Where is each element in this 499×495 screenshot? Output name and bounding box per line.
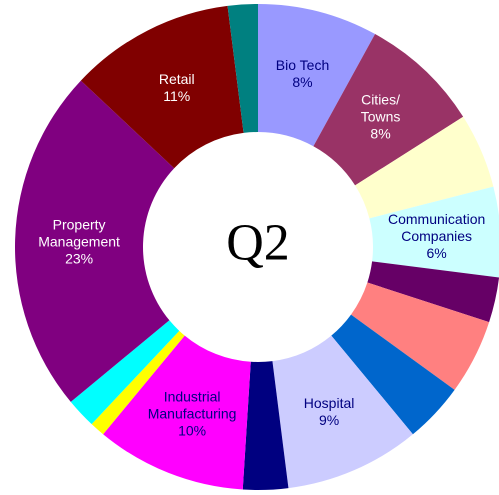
value-label: 10% (178, 422, 206, 438)
slice-label: Retail 11% (159, 71, 195, 104)
label-line: Cities/ (361, 92, 400, 108)
label-line: Manufacturing (148, 405, 237, 421)
slice (351, 282, 490, 390)
slice (91, 330, 185, 435)
slice (70, 320, 180, 425)
category-label: Industrial Manufacturing (148, 388, 237, 421)
slice (80, 5, 244, 169)
slice-label: Hospital 9% (304, 395, 355, 428)
slice-label: Bio Tech 8% (276, 57, 329, 90)
label-line: Towns (361, 109, 401, 125)
value-label: 8% (370, 126, 390, 142)
value-label: 23% (65, 250, 93, 266)
slice (272, 335, 413, 489)
slice-label: Cities/Towns 8% (361, 92, 401, 142)
labels: Bio Tech 8%Cities/Towns 8%Communication Com… (38, 57, 485, 438)
value-label: 11% (163, 88, 190, 104)
category-label: Retail (159, 71, 195, 87)
category-label: Hospital (304, 395, 355, 411)
category-label: Communication Companies (388, 211, 485, 244)
label-line: Retail (159, 71, 195, 87)
slice (369, 186, 499, 278)
slice (367, 261, 499, 323)
slice-label: Industrial Manufacturing 10% (148, 388, 237, 438)
value-label: 8% (292, 74, 312, 90)
slices (15, 3, 499, 490)
slice (103, 335, 251, 490)
slice (258, 4, 376, 147)
label-line: Bio Tech (276, 57, 329, 73)
slice (331, 314, 455, 435)
slice-label: Property Management 23% (38, 216, 120, 266)
label-line: Companies (401, 228, 472, 244)
label-line: Industrial (164, 388, 221, 404)
slice-label: Communication Companies 6% (388, 211, 485, 261)
category-label: Bio Tech (276, 57, 329, 73)
label-line: Hospital (304, 395, 355, 411)
slice (242, 361, 289, 490)
slice (355, 116, 494, 219)
category-label: Cities/Towns (361, 92, 401, 125)
slice (313, 34, 464, 186)
chart-title: Q2 (226, 215, 290, 272)
value-label: 9% (319, 412, 339, 428)
label-line: Management (38, 233, 120, 249)
slice (15, 80, 175, 402)
label-line: Property (53, 216, 106, 232)
value-label: 6% (427, 245, 447, 261)
slice (227, 3, 258, 133)
category-label: Property Management (38, 216, 120, 249)
label-line: Communication (388, 211, 485, 227)
